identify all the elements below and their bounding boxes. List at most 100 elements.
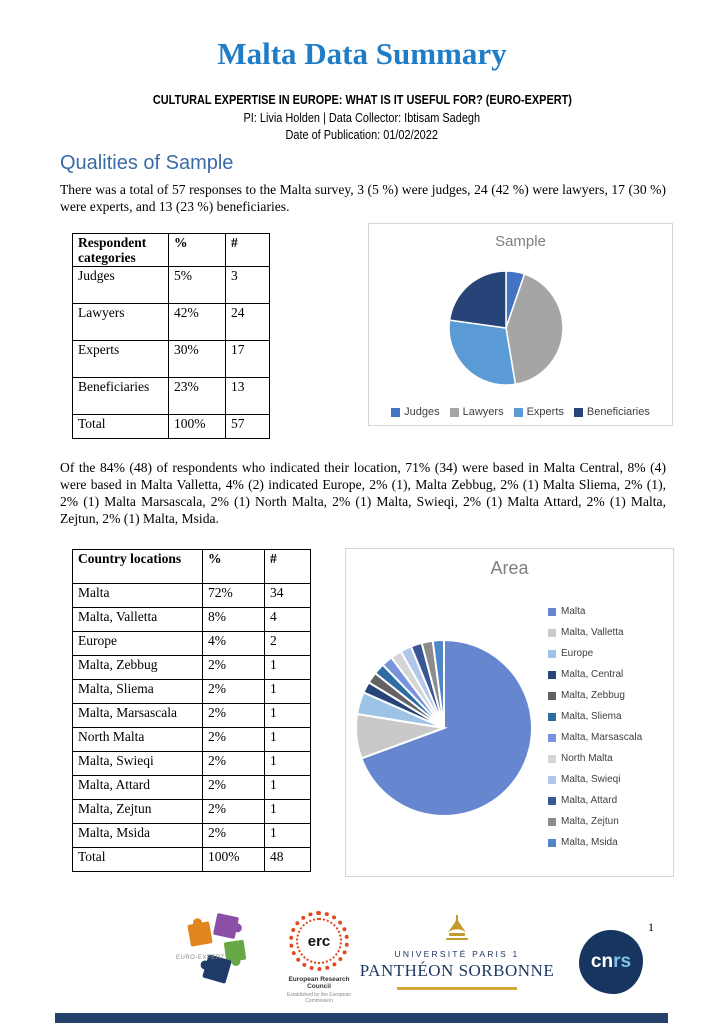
- pie-slice-lawyers: [505, 273, 564, 386]
- table-cell: 72%: [202, 583, 265, 608]
- legend-item: Europe: [548, 647, 642, 660]
- pie-slice-malta-msida: [431, 638, 445, 729]
- legend-item: Experts: [513, 406, 564, 418]
- legend-label: Malta, Zejtun: [561, 816, 619, 827]
- legend-label: Malta: [561, 606, 586, 617]
- erc-sunburst-icon: erc: [289, 911, 349, 971]
- table-cell: 4%: [202, 631, 265, 656]
- legend-swatch-icon: [573, 407, 583, 417]
- column-header: Country locations: [72, 549, 203, 584]
- byline-text: PI: Livia Holden | Data Collector: Ibtis…: [243, 110, 481, 125]
- legend-label: Malta, Sliema: [561, 711, 622, 722]
- table-cell: Total: [72, 847, 203, 872]
- byline: PI: Livia Holden | Data Collector: Ibtis…: [0, 110, 724, 125]
- table-cell: 8%: [202, 607, 265, 632]
- chart-legend: Malta Malta, Valletta Europe Malta, Central…: [548, 605, 642, 857]
- legend-item: Malta, Marsascala: [548, 731, 642, 744]
- table-cell: 34: [264, 583, 311, 608]
- legend-swatch-icon: [391, 407, 401, 417]
- footer-bar: [55, 1013, 668, 1023]
- column-header: %: [202, 549, 265, 584]
- sample-pie-chart: Sample Judges Lawyers Experts Beneficiaries: [368, 223, 673, 426]
- chart-title: Sample: [495, 233, 546, 250]
- table-row: North Malta 2% 1: [72, 727, 311, 752]
- legend-item: Malta, Attard: [548, 794, 642, 807]
- table-total-row: Total 100% 57: [72, 414, 270, 439]
- table-cell: 2%: [202, 775, 265, 800]
- table-cell: Lawyers: [72, 303, 169, 341]
- table-row: Europe 4% 2: [72, 631, 311, 656]
- table-cell: 1: [264, 655, 311, 680]
- erc-logo: erc European Research Council Establishe…: [276, 911, 362, 1004]
- pie-slice-beneficiaries: [448, 270, 507, 329]
- table-cell: Malta, Attard: [72, 775, 203, 800]
- table-cell: 2%: [202, 751, 265, 776]
- sorbonne-logo: UNIVERSITÉ PARIS 1 PANTHÉON SORBONNE: [350, 915, 564, 990]
- table-cell: 2%: [202, 703, 265, 728]
- pantheon-sorbonne-wordmark: PANTHÉON SORBONNE: [359, 961, 555, 980]
- respondent-categories-table: Respondent categories% # Judges 5% 3 Lawyers 4…: [72, 233, 270, 439]
- legend-swatch-icon: [548, 649, 556, 658]
- legend-swatch-icon: [548, 691, 556, 700]
- legend-swatch-icon: [548, 754, 556, 763]
- table-cell: Beneficiaries: [72, 377, 169, 415]
- table-cell: 17: [225, 340, 270, 378]
- table-row: Judges 5% 3: [72, 266, 270, 304]
- legend-swatch-icon: [548, 628, 556, 637]
- table-cell: Europe: [72, 631, 203, 656]
- table-cell: 13: [225, 377, 270, 415]
- table-cell: 42%: [168, 303, 226, 341]
- legend-label: Malta, Zebbug: [561, 690, 625, 701]
- legend-swatch-icon: [548, 712, 556, 721]
- table-cell: 1: [264, 703, 311, 728]
- table-cell: Malta, Zejtun: [72, 799, 203, 824]
- cnrs-wordmark: cnrs: [590, 951, 632, 972]
- page-number: 1: [648, 920, 654, 934]
- table-cell: Malta, Valletta: [72, 607, 203, 632]
- table-cell: 23%: [168, 377, 226, 415]
- table-cell: 2%: [202, 727, 265, 752]
- table-row: Beneficiaries 23% 13: [72, 377, 270, 415]
- legend-swatch-icon: [548, 817, 556, 826]
- puzzle-piece-icon: [187, 921, 213, 947]
- university-name: UNIVERSITÉ PARIS 1: [394, 949, 520, 959]
- legend-label: North Malta: [561, 753, 613, 764]
- table-cell: 5%: [168, 266, 226, 304]
- legend-item: Beneficiaries: [573, 406, 650, 418]
- legend-item: North Malta: [548, 752, 642, 765]
- publication-date-text: Date of Publication: 01/02/2022: [285, 127, 439, 142]
- table-header-row: Country locations% #: [72, 549, 311, 584]
- table-cell: Malta: [72, 583, 203, 608]
- table-cell: Judges: [72, 266, 169, 304]
- table-cell: 2%: [202, 679, 265, 704]
- euro-expert-logo: EURO-EXPERT: [176, 912, 257, 987]
- table-cell: 2%: [202, 823, 265, 848]
- table: Respondent categories% # Judges 5% 3 Lawyers 4…: [72, 233, 270, 439]
- legend-item: Malta, Valletta: [548, 626, 642, 639]
- table-cell: 48: [264, 847, 311, 872]
- table-row: Malta, Swieqi 2% 1: [72, 751, 311, 776]
- table-row: Malta, Zejtun 2% 1: [72, 799, 311, 824]
- table-header-row: Respondent categories% #: [72, 233, 270, 267]
- table-cell: 24: [225, 303, 270, 341]
- table-row: Malta, Valletta 8% 4: [72, 607, 311, 632]
- chart-title: Area: [490, 558, 529, 578]
- legend-item: Judges: [391, 406, 440, 418]
- legend-swatch-icon: [548, 607, 556, 616]
- legend-swatch-icon: [449, 407, 459, 417]
- publication-date: Date of Publication: 01/02/2022: [0, 127, 724, 142]
- legend-item: Malta, Zejtun: [548, 815, 642, 828]
- legend-item: Malta, Swieqi: [548, 773, 642, 786]
- legend-label: Lawyers: [462, 406, 504, 418]
- table-cell: 4: [264, 607, 311, 632]
- table-row: Malta, Attard 2% 1: [72, 775, 311, 800]
- legend-label: Europe: [561, 648, 594, 659]
- table-cell: 100%: [202, 847, 265, 872]
- table-cell: North Malta: [72, 727, 203, 752]
- legend-item: Malta, Msida: [548, 836, 642, 849]
- gold-rule: [397, 987, 517, 990]
- legend-label: Malta, Central: [561, 669, 624, 680]
- table-cell: 2%: [202, 655, 265, 680]
- table-row: Malta, Msida 2% 1: [72, 823, 311, 848]
